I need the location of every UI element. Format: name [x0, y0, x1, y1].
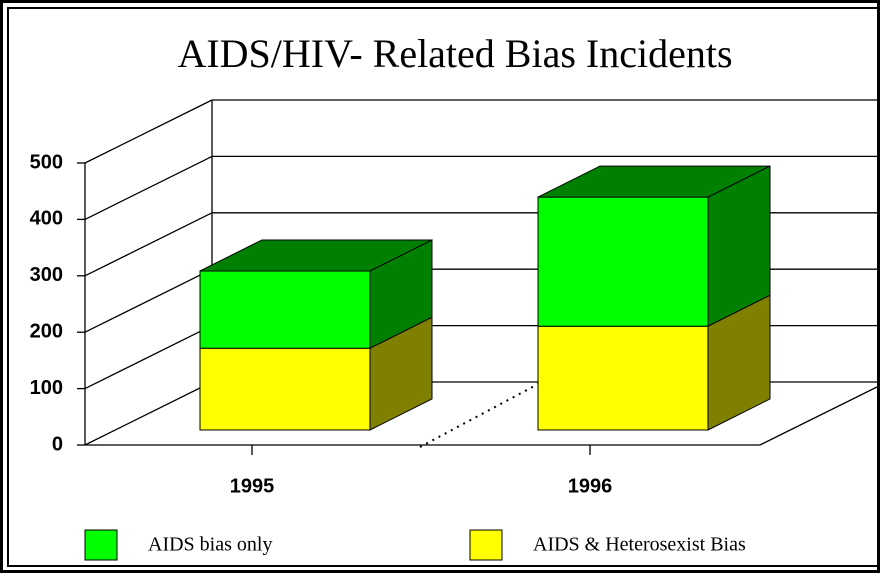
grid-diagonal [84, 381, 213, 446]
legend-label: AIDS bias only [148, 534, 272, 556]
grid-diagonal [84, 99, 213, 164]
decor-dotted [419, 382, 541, 448]
y-tick-label: 0 [52, 433, 63, 455]
grid-diagonal [84, 212, 213, 277]
legend-swatch [469, 529, 503, 561]
y-tick-label: 100 [30, 377, 63, 399]
y-tick-label: 400 [30, 208, 63, 230]
grid-diagonal [84, 268, 213, 333]
inner-border [7, 7, 879, 567]
bar-front [537, 196, 709, 327]
bar-front [199, 270, 371, 349]
y-tick-label: 500 [30, 151, 63, 173]
x-tick-label: 1995 [230, 475, 275, 497]
grid-diagonal [84, 155, 213, 220]
floor-right [759, 384, 880, 446]
bar-top [199, 239, 433, 272]
y-tick-label: 200 [30, 320, 63, 342]
bar-front [199, 347, 371, 431]
bar-top [537, 165, 771, 198]
legend-label: AIDS & Heterosexist Bias [533, 534, 746, 556]
chart-title: AIDS/HIV- Related Bias Incidents [177, 31, 732, 76]
x-tick-label: 1996 [568, 475, 613, 497]
bar-front [537, 325, 709, 431]
grid-diagonal [84, 325, 213, 390]
legend-swatch [84, 529, 118, 561]
y-tick-label: 300 [30, 264, 63, 286]
